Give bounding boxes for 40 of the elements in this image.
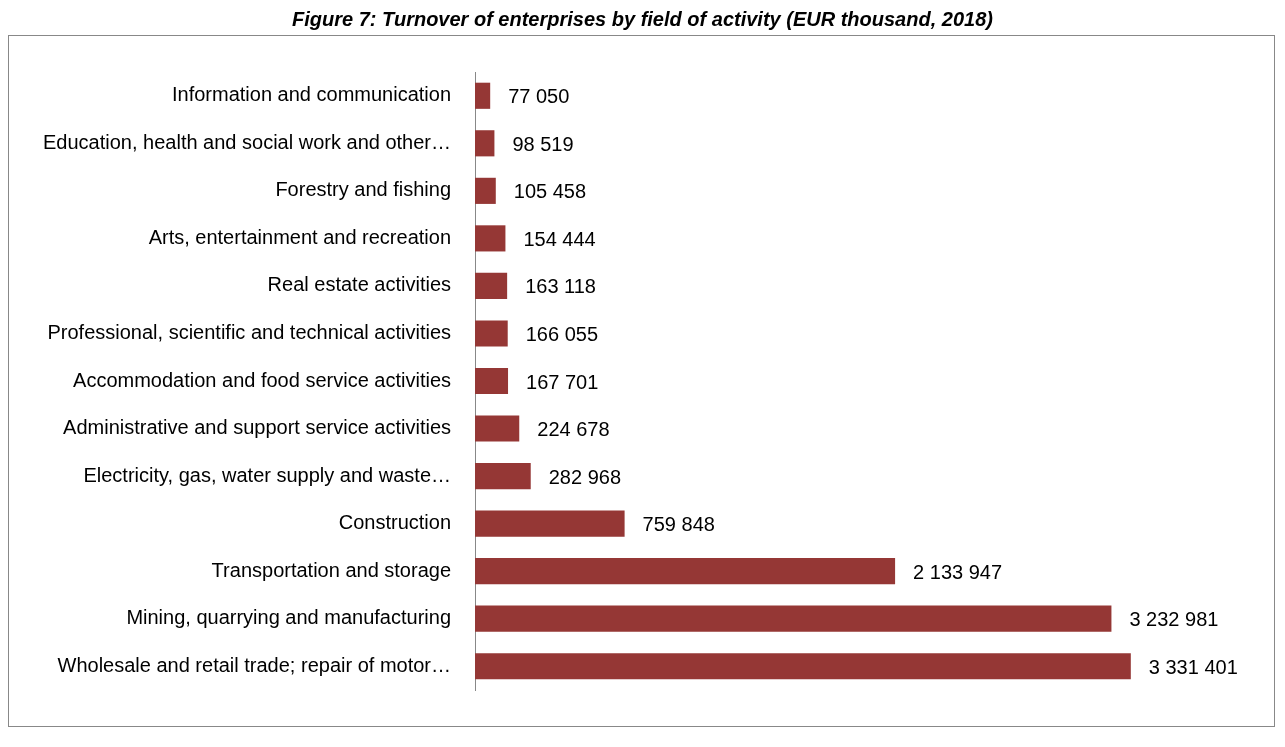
y-tick-label: Construction — [338, 511, 452, 534]
y-tick-label: Administrative and support service activities — [63, 416, 452, 439]
chart-title: Figure 7: Turnover of enterprises by field of activity (EUR thousand, 2018) — [291, 8, 994, 31]
bar — [475, 367, 509, 395]
data-label: 166 055 — [525, 322, 599, 345]
bar — [475, 605, 1112, 632]
data-label: 98 519 — [512, 132, 574, 155]
y-tick-label: Education, health and social work and other… — [43, 130, 452, 153]
data-label: 3 331 401 — [1148, 655, 1238, 678]
bar — [475, 653, 1131, 680]
bar — [475, 82, 491, 109]
data-label: 759 848 — [642, 513, 715, 536]
data-label: 167 701 — [526, 370, 599, 393]
bar — [475, 320, 508, 347]
bar — [475, 130, 495, 157]
data-label: 154 444 — [523, 227, 596, 250]
data-label: 163 118 — [525, 275, 596, 298]
data-label: 2 133 947 — [913, 560, 1003, 583]
y-tick-label: Arts, entertainment and recreation — [148, 225, 452, 248]
bar — [475, 463, 531, 490]
y-tick-label: Mining, quarrying and manufacturing — [126, 606, 452, 629]
data-label: 77 050 — [508, 85, 570, 108]
y-tick-label: Professional, scientific and technical activities — [47, 320, 452, 343]
data-label: 224 678 — [537, 418, 610, 441]
data-label: 282 968 — [548, 465, 622, 488]
y-tick-label: Electricity, gas, water supply and waste… — [83, 463, 452, 486]
bar — [475, 272, 508, 299]
bar — [475, 225, 506, 252]
bar — [475, 510, 625, 537]
bar — [475, 558, 896, 585]
y-tick-label: Wholesale and retail trade; repair of motor… — [57, 653, 452, 676]
y-tick-label: Information and communication — [171, 83, 452, 106]
bar — [475, 177, 496, 204]
y-tick-label: Accommodation and food service activities — [73, 368, 452, 391]
y-tick-label: Transportation and storage — [211, 558, 452, 581]
data-label: 105 458 — [513, 180, 587, 203]
y-tick-label: Forestry and fishing — [275, 178, 452, 201]
bar — [475, 415, 520, 442]
data-label: 3 232 981 — [1129, 608, 1219, 631]
y-tick-label: Real estate activities — [267, 273, 452, 296]
